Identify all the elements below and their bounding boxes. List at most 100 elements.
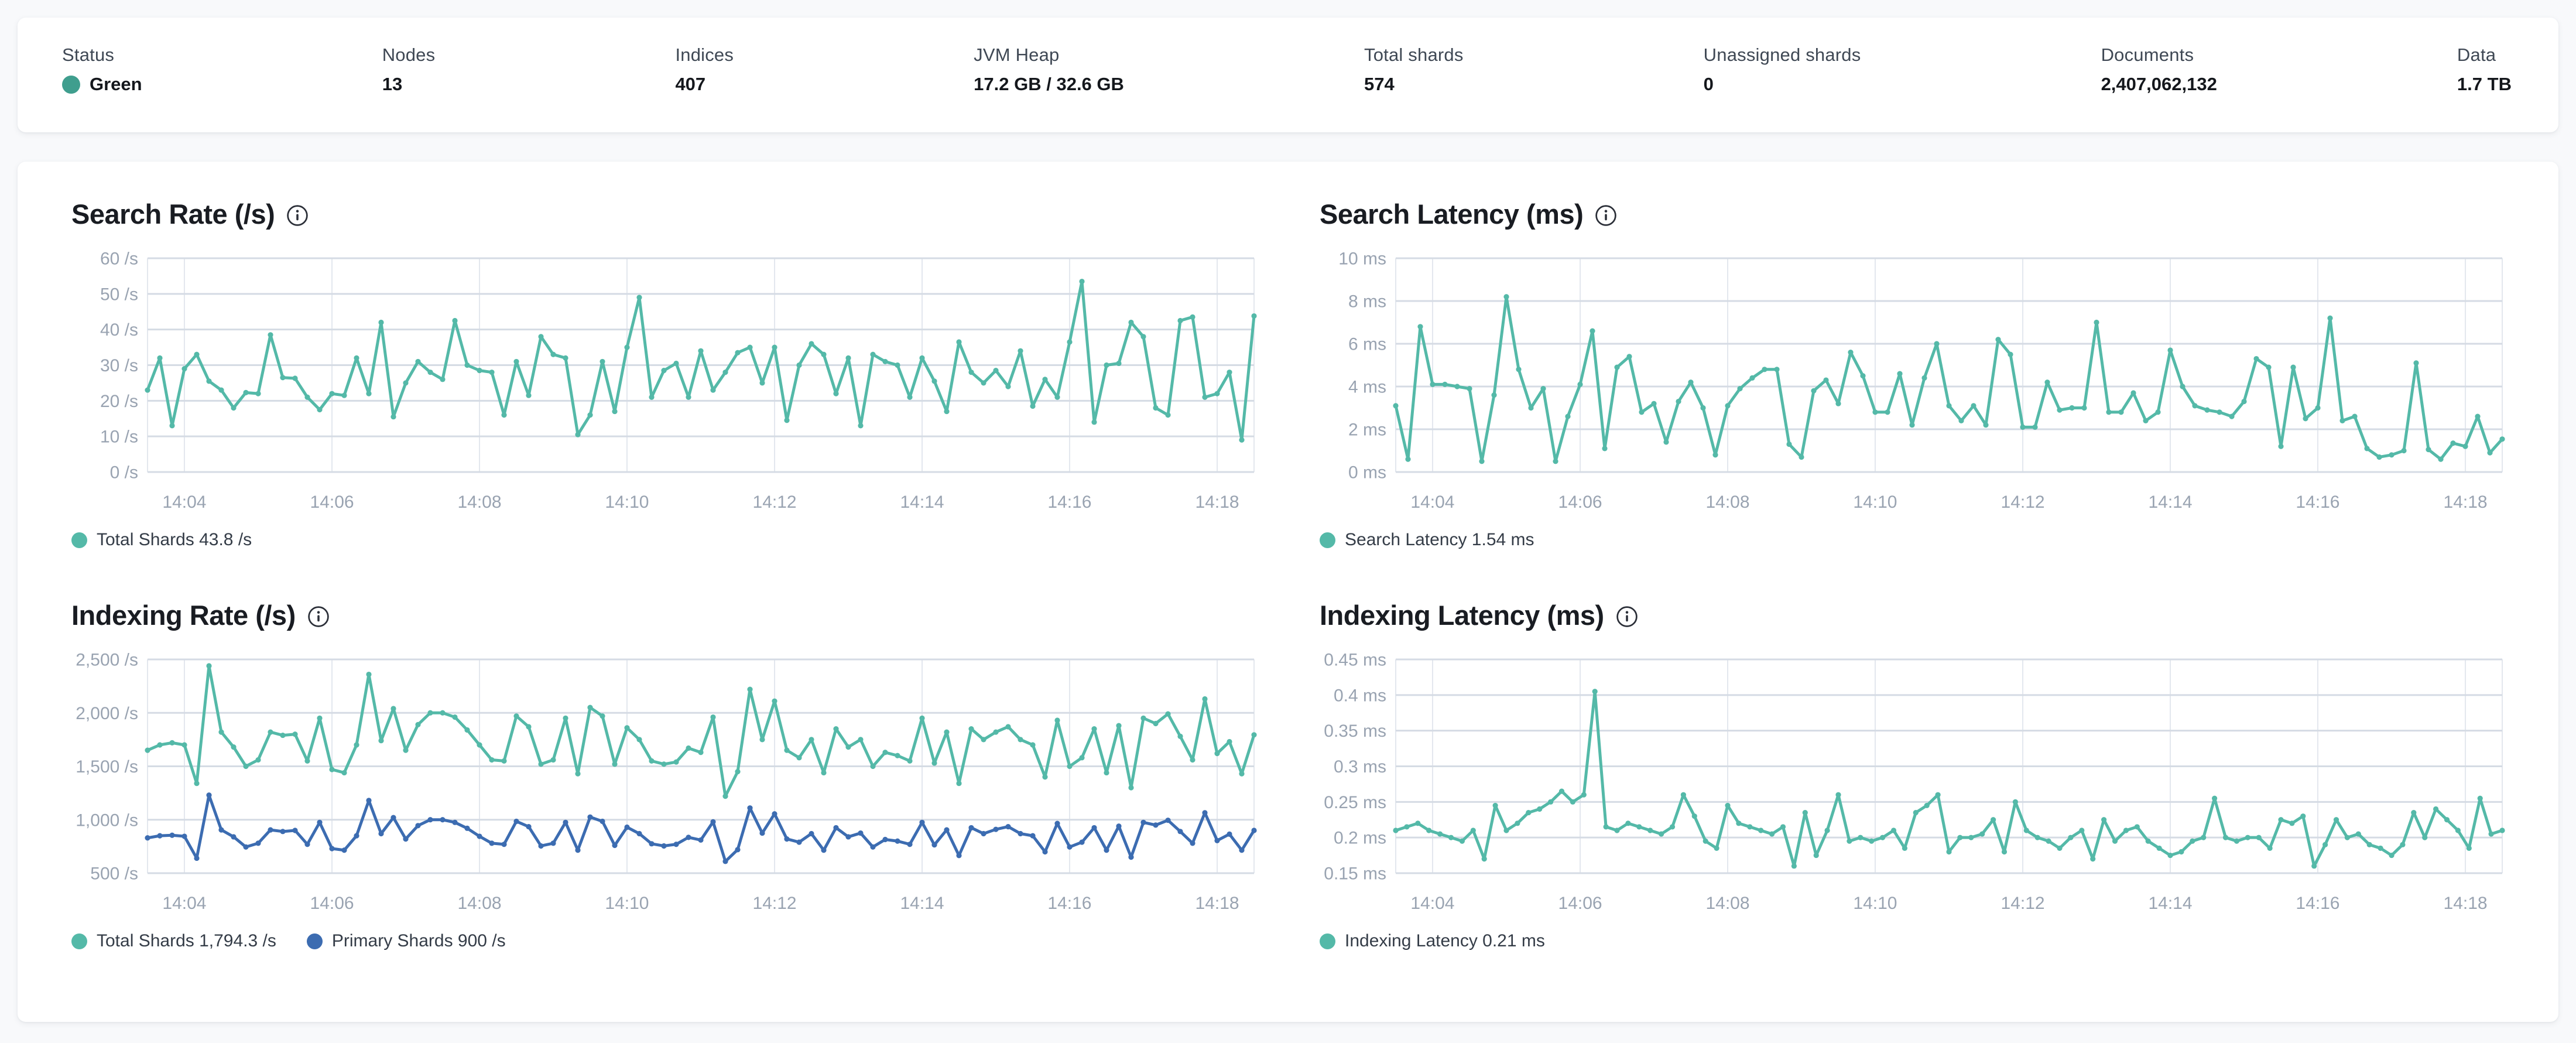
svg-text:4 ms: 4 ms: [1348, 378, 1386, 397]
legend-item-indexing-latency[interactable]: Indexing Latency 0.21 ms: [1320, 931, 1545, 951]
nodes-value: 13: [382, 74, 403, 94]
jvm-heap-label: JVM Heap: [974, 45, 1060, 65]
svg-text:2,500 /s: 2,500 /s: [76, 651, 138, 670]
svg-text:14:10: 14:10: [605, 493, 649, 512]
legend-dot-icon: [1320, 532, 1335, 548]
nodes-label: Nodes: [382, 45, 436, 65]
svg-text:500 /s: 500 /s: [90, 864, 138, 884]
indexing-rate-title: Indexing Rate (/s): [71, 600, 296, 631]
svg-text:14:04: 14:04: [162, 894, 206, 913]
total-shards-label: Total shards: [1364, 45, 1464, 65]
svg-text:14:04: 14:04: [1410, 894, 1454, 913]
svg-text:14:10: 14:10: [1853, 894, 1897, 913]
total-shards-value: 574: [1364, 74, 1395, 94]
svg-text:0 /s: 0 /s: [110, 463, 138, 483]
search-rate-panel: Search Rate (/s) 14:04 14:06 14:08 14:10 14:…: [54, 198, 1274, 550]
svg-text:0 ms: 0 ms: [1348, 463, 1386, 483]
summary-item-status: Status Green: [62, 45, 142, 132]
svg-text:14:12: 14:12: [753, 493, 797, 512]
legend-dot-icon: [71, 933, 87, 949]
summary-item-indices: Indices 407: [675, 45, 734, 132]
svg-text:14:14: 14:14: [900, 493, 944, 512]
indexing-latency-title: Indexing Latency (ms): [1320, 600, 1604, 631]
svg-text:14:08: 14:08: [1705, 894, 1749, 913]
indices-label: Indices: [675, 45, 734, 65]
legend-label: Search Latency 1.54 ms: [1345, 530, 1534, 549]
svg-text:10 ms: 10 ms: [1338, 249, 1386, 269]
documents-label: Documents: [2101, 45, 2194, 65]
summary-item-unassigned-shards: Unassigned shards 0: [1704, 45, 1861, 132]
health-status-dot-icon: [62, 75, 80, 94]
svg-text:14:14: 14:14: [900, 894, 944, 913]
legend-dot-icon: [306, 933, 323, 949]
svg-text:14:08: 14:08: [457, 894, 501, 913]
svg-text:14:16: 14:16: [2296, 894, 2339, 913]
legend-label: Total Shards 1,794.3 /s: [97, 931, 276, 950]
legend-item-total-shards[interactable]: Total Shards 43.8 /s: [71, 530, 252, 550]
indexing-rate-chart[interactable]: 14:04 14:06 14:08 14:10 14:12 14:14 14:16 14:18…: [54, 647, 1260, 922]
svg-text:0.45 ms: 0.45 ms: [1324, 651, 1386, 670]
svg-text:14:16: 14:16: [1047, 493, 1091, 512]
summary-item-jvm-heap: JVM Heap 17.2 GB / 32.6 GB: [974, 45, 1124, 132]
svg-text:50 /s: 50 /s: [100, 285, 138, 304]
search-latency-title: Search Latency (ms): [1320, 199, 1584, 230]
svg-text:6 ms: 6 ms: [1348, 335, 1386, 354]
legend-dot-icon: [71, 532, 87, 548]
svg-text:14:12: 14:12: [753, 894, 797, 913]
svg-text:14:14: 14:14: [2148, 894, 2192, 913]
svg-text:0.2 ms: 0.2 ms: [1334, 829, 1386, 848]
summary-item-data: Data 1.7 TB: [2457, 45, 2512, 132]
search-rate-title: Search Rate (/s): [71, 199, 275, 230]
search-latency-chart[interactable]: 14:04 14:06 14:08 14:10 14:12 14:14 14:16 14:18…: [1302, 245, 2508, 521]
svg-text:14:18: 14:18: [2444, 894, 2488, 913]
search-latency-panel: Search Latency (ms) 14:04 14:06 14:08 14:10…: [1302, 198, 2522, 550]
legend-dot-icon: [1320, 933, 1335, 949]
svg-text:0.15 ms: 0.15 ms: [1324, 864, 1386, 884]
svg-text:1,000 /s: 1,000 /s: [76, 811, 138, 830]
info-icon[interactable]: [307, 606, 330, 628]
unassigned-shards-label: Unassigned shards: [1703, 45, 1861, 65]
svg-text:0.35 ms: 0.35 ms: [1324, 721, 1386, 741]
info-icon[interactable]: [286, 204, 309, 227]
summary-item-total-shards: Total shards 574: [1364, 45, 1464, 132]
indexing-rate-panel: Indexing Rate (/s) 14:04 14:06 14:08 14:10 1…: [54, 599, 1274, 951]
svg-text:14:06: 14:06: [310, 493, 354, 512]
svg-text:10 /s: 10 /s: [100, 428, 138, 447]
legend-item-primary-shards[interactable]: Primary Shards 900 /s: [306, 931, 506, 951]
documents-value: 2,407,062,132: [2101, 74, 2217, 94]
unassigned-shards-value: 0: [1703, 74, 1714, 94]
svg-text:0.3 ms: 0.3 ms: [1334, 757, 1386, 777]
svg-text:14:06: 14:06: [1558, 493, 1602, 512]
metrics-charts-card: Search Rate (/s) 14:04 14:06 14:08 14:10 14:…: [18, 162, 2558, 1022]
svg-text:1,500 /s: 1,500 /s: [76, 757, 138, 777]
status-value: Green: [90, 74, 142, 94]
legend-label: Indexing Latency 0.21 ms: [1345, 931, 1545, 950]
svg-text:8 ms: 8 ms: [1348, 292, 1386, 312]
cluster-summary-bar: Status Green Nodes 13 Indices 407 JVM He…: [18, 18, 2558, 132]
svg-text:30 /s: 30 /s: [100, 356, 138, 375]
svg-text:14:16: 14:16: [1047, 894, 1091, 913]
search-rate-chart[interactable]: 14:04 14:06 14:08 14:10 14:12 14:14 14:16 14:18…: [54, 245, 1260, 521]
indexing-latency-chart[interactable]: 14:04 14:06 14:08 14:10 14:12 14:14 14:16 14:18…: [1302, 647, 2508, 922]
svg-text:14:14: 14:14: [2148, 493, 2192, 512]
svg-text:20 /s: 20 /s: [100, 392, 138, 411]
legend-label: Total Shards 43.8 /s: [97, 530, 252, 549]
info-icon[interactable]: [1616, 606, 1638, 628]
info-icon[interactable]: [1595, 204, 1617, 227]
svg-text:14:18: 14:18: [1195, 493, 1239, 512]
legend-item-search-latency[interactable]: Search Latency 1.54 ms: [1320, 530, 1534, 550]
svg-text:14:04: 14:04: [162, 493, 206, 512]
legend-label: Primary Shards 900 /s: [331, 931, 506, 950]
data-label: Data: [2457, 45, 2496, 65]
legend-item-total-shards[interactable]: Total Shards 1,794.3 /s: [71, 931, 276, 951]
svg-text:14:06: 14:06: [310, 894, 354, 913]
summary-item-nodes: Nodes 13: [382, 45, 436, 132]
svg-text:14:06: 14:06: [1558, 894, 1602, 913]
svg-text:0.4 ms: 0.4 ms: [1334, 686, 1386, 705]
svg-text:14:08: 14:08: [457, 493, 501, 512]
svg-text:60 /s: 60 /s: [100, 249, 138, 269]
svg-text:14:04: 14:04: [1410, 493, 1454, 512]
svg-text:0.25 ms: 0.25 ms: [1324, 793, 1386, 812]
svg-text:2,000 /s: 2,000 /s: [76, 704, 138, 723]
